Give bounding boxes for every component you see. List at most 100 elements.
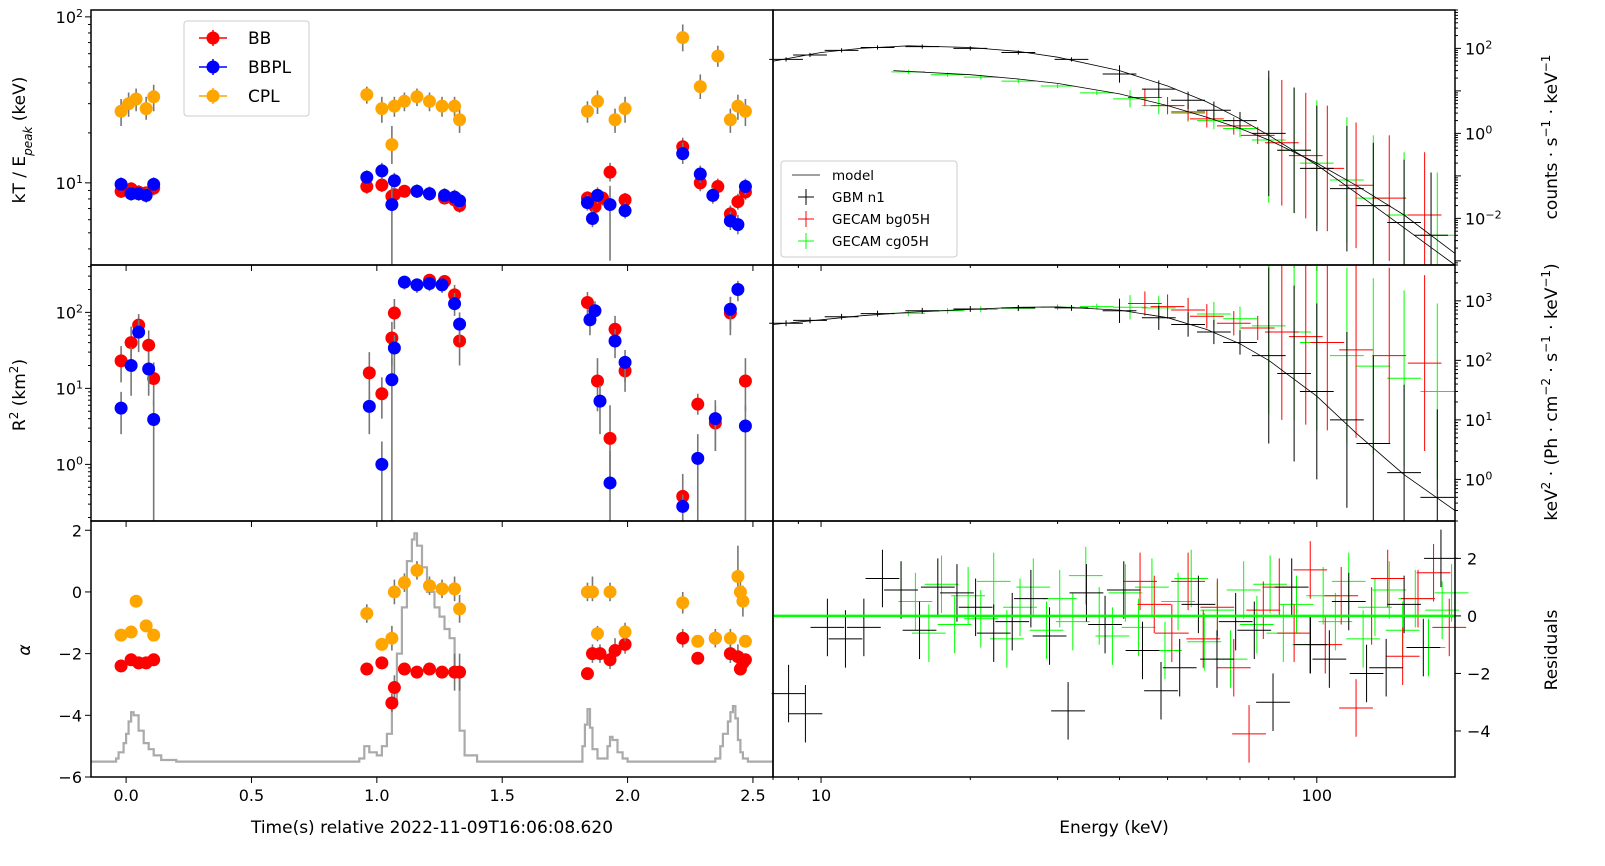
left-middle-ylabel: R2 (km2)	[7, 359, 30, 431]
data-point	[738, 634, 752, 648]
panel-residuals: −4 −2 0 2 10 100	[771, 520, 1491, 805]
data-point	[618, 625, 632, 639]
data-point	[453, 602, 467, 616]
data-point	[435, 582, 449, 596]
data-point	[114, 354, 128, 368]
data-point	[387, 681, 401, 695]
data-point	[435, 665, 449, 679]
data-point	[375, 164, 389, 178]
data-point	[708, 412, 722, 426]
data-point	[397, 662, 411, 676]
data-point	[580, 104, 594, 118]
x-tick-label: 10	[811, 786, 831, 805]
y-tick-label: −4	[1467, 722, 1491, 741]
data-point	[129, 92, 143, 106]
model-curve	[772, 45, 1456, 266]
y-tick-label: 100	[1465, 123, 1492, 144]
data-point	[139, 619, 153, 633]
data-point	[691, 651, 705, 665]
x-tick-label: 2.0	[615, 786, 640, 805]
data-point	[375, 656, 389, 670]
data-point	[410, 184, 424, 198]
series-gecam-bg05h	[1123, 541, 1467, 763]
y-tick-label: 100	[56, 454, 83, 475]
data-point	[608, 113, 622, 127]
panel-nufnu-spectrum: 100 101 102 103	[769, 264, 1492, 527]
data-point	[603, 585, 617, 599]
data-point	[397, 184, 411, 198]
data-point	[124, 625, 138, 639]
data-point	[676, 147, 690, 161]
data-point	[593, 394, 607, 408]
right-middle-ylabel: keV2 · (Ph · cm−2 · s−1 · keV−1)	[1539, 263, 1562, 520]
data-point	[375, 387, 389, 401]
series-cpl	[114, 545, 752, 651]
data-point	[139, 188, 153, 202]
data-point	[448, 297, 462, 311]
data-point	[453, 113, 467, 127]
data-point	[711, 49, 725, 63]
y-tick-label: −6	[58, 768, 82, 787]
right-bottom-ylabel: Residuals	[1542, 610, 1562, 691]
data-point	[723, 631, 737, 645]
data-point	[708, 631, 722, 645]
data-point	[142, 362, 156, 376]
data-point	[438, 188, 452, 202]
data-point	[360, 180, 374, 194]
data-point	[375, 457, 389, 471]
data-point	[618, 102, 632, 116]
data-point	[590, 188, 604, 202]
data-point	[114, 177, 128, 191]
data-point	[362, 399, 376, 413]
panel-alpha: −6 −4 −2 0 2 0.0 0.5 1.0 1.5 2.0 2.5	[58, 520, 774, 805]
data-point	[618, 204, 632, 218]
x-tick-label: 1.0	[364, 786, 389, 805]
data-point	[580, 295, 594, 309]
y-tick-label: 0	[72, 583, 82, 602]
y-tick-label: 2	[1467, 549, 1477, 568]
data-point	[114, 659, 128, 673]
data-point	[375, 102, 389, 116]
data-point	[590, 374, 604, 388]
y-tick-label: 2	[72, 521, 82, 540]
data-point	[387, 585, 401, 599]
data-point	[360, 662, 374, 676]
data-point	[124, 336, 138, 350]
legend-label-gbm: GBM n1	[832, 190, 885, 206]
panel-frame	[772, 520, 1456, 778]
legend-left-cpl: CPL	[199, 87, 280, 107]
legend-right: model GBM n1 GECAM bg05H GECAM cg05H	[780, 160, 958, 258]
data-point	[124, 359, 138, 373]
data-point	[731, 195, 745, 209]
model-curve	[772, 306, 1456, 511]
lightcurve	[91, 532, 773, 763]
legend-label-bb: BB	[248, 29, 271, 49]
legend-label-cg05h: GECAM cg05H	[832, 234, 929, 250]
data-point	[738, 104, 752, 118]
model-curve	[893, 70, 1456, 254]
y-tick-label: 0	[1467, 607, 1477, 626]
data-point	[693, 80, 707, 94]
x-tick-label: 0.5	[239, 786, 264, 805]
data-point	[676, 631, 690, 645]
data-point	[723, 113, 737, 127]
data-point	[385, 138, 399, 152]
data-point	[738, 653, 752, 667]
data-point	[453, 665, 467, 679]
data-point	[139, 102, 153, 116]
y-tick-label: 10−2	[1465, 208, 1502, 229]
data-point	[723, 302, 737, 316]
series-gecam-bg05h	[1127, 265, 1442, 451]
data-point	[387, 306, 401, 320]
data-point	[410, 563, 424, 577]
left-top-ylabel: kT / Epeak (keV)	[10, 77, 35, 204]
data-point	[375, 637, 389, 651]
data-point	[375, 178, 389, 192]
y-tick-label: 102	[56, 6, 83, 27]
legend-right-model: model	[792, 168, 874, 184]
data-point	[422, 662, 436, 676]
data-point	[387, 174, 401, 188]
y-tick-label: 100	[1465, 469, 1492, 490]
data-point	[676, 499, 690, 513]
legend-label-bg05h: GECAM bg05H	[832, 212, 930, 228]
